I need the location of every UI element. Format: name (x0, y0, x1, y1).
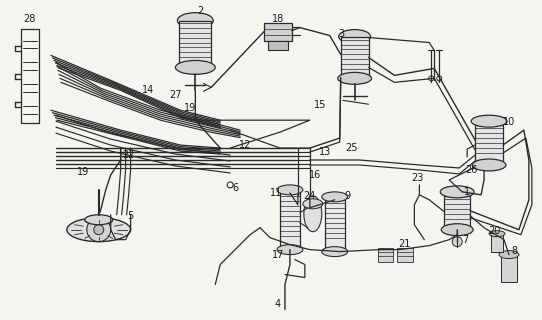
Ellipse shape (440, 186, 474, 198)
Bar (341, 36, 369, 76)
Bar (501, 255, 517, 283)
Text: 7: 7 (462, 235, 468, 245)
Ellipse shape (67, 218, 131, 242)
Text: 26: 26 (465, 165, 478, 175)
Bar (280, 193, 300, 248)
Bar (268, 41, 288, 51)
Text: 28: 28 (23, 14, 35, 24)
Circle shape (429, 76, 434, 81)
Bar (179, 20, 211, 65)
Ellipse shape (176, 60, 215, 74)
Text: 17: 17 (272, 250, 284, 260)
Ellipse shape (277, 185, 303, 195)
Bar (397, 248, 414, 261)
Text: 23: 23 (411, 173, 423, 183)
Text: 4: 4 (275, 300, 281, 309)
Ellipse shape (441, 224, 473, 236)
Text: 14: 14 (143, 85, 154, 95)
Bar (475, 125, 503, 163)
Text: 12: 12 (239, 140, 251, 150)
Bar (264, 23, 292, 41)
Ellipse shape (322, 247, 347, 257)
Circle shape (437, 76, 442, 81)
Circle shape (87, 218, 111, 242)
Text: 25: 25 (345, 143, 358, 153)
Circle shape (227, 182, 233, 188)
Ellipse shape (177, 13, 213, 28)
Text: 10: 10 (503, 117, 515, 127)
Text: 19: 19 (77, 167, 89, 177)
Text: 1: 1 (464, 187, 470, 197)
Bar (491, 234, 503, 252)
Text: 3: 3 (339, 28, 345, 38)
Text: 15: 15 (314, 100, 326, 110)
Text: 2: 2 (197, 6, 203, 16)
Text: 22: 22 (122, 150, 135, 160)
Text: 21: 21 (398, 239, 411, 249)
Ellipse shape (322, 192, 347, 202)
Ellipse shape (472, 159, 506, 171)
Text: 11: 11 (270, 188, 282, 198)
Text: 13: 13 (319, 147, 331, 157)
Text: 24: 24 (304, 191, 316, 201)
Ellipse shape (489, 231, 505, 237)
Text: 8: 8 (512, 246, 518, 256)
Ellipse shape (339, 29, 371, 44)
Text: 18: 18 (272, 14, 284, 24)
Text: 16: 16 (309, 170, 321, 180)
Bar (444, 196, 470, 228)
Ellipse shape (85, 215, 113, 225)
Ellipse shape (277, 244, 303, 255)
Bar (325, 200, 345, 250)
Ellipse shape (338, 72, 372, 84)
Text: 27: 27 (169, 90, 182, 100)
Text: 5: 5 (127, 211, 134, 221)
Ellipse shape (303, 199, 323, 209)
Text: 20: 20 (488, 226, 500, 236)
Circle shape (452, 237, 462, 247)
Text: 19: 19 (184, 103, 197, 113)
Circle shape (94, 225, 104, 235)
Bar (378, 248, 393, 261)
Ellipse shape (499, 251, 519, 259)
Text: 9: 9 (345, 191, 351, 201)
Ellipse shape (471, 115, 507, 127)
Text: 6: 6 (232, 183, 238, 193)
Ellipse shape (304, 196, 322, 232)
